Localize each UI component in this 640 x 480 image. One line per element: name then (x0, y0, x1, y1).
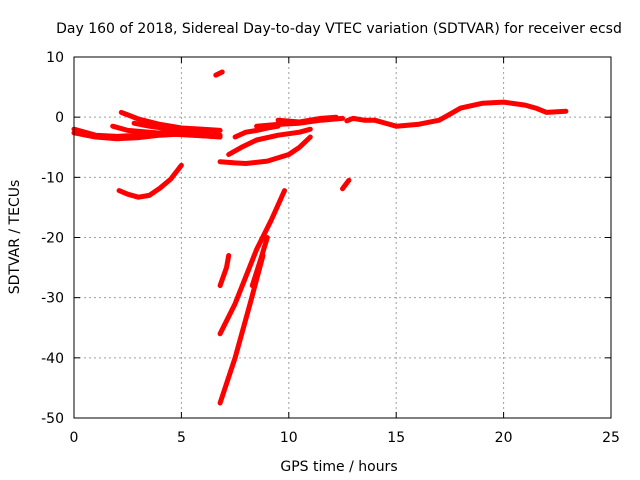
y-tick-label: -40 (41, 351, 64, 367)
series-arc-isolated (213, 69, 225, 78)
y-tick-label: 10 (46, 50, 64, 66)
y-tick-label: -30 (41, 291, 64, 307)
series-arc-short (340, 177, 352, 192)
grid (74, 57, 611, 418)
series-arc-dip (116, 162, 184, 200)
series-arc-upper-left-c (131, 120, 195, 135)
x-tick-label: 15 (387, 430, 405, 446)
x-tick-label: 0 (70, 430, 79, 446)
series-arc-steep-2 (217, 188, 287, 337)
x-tick-label: 25 (602, 430, 620, 446)
x-tick-label: 5 (177, 430, 186, 446)
y-tick-label: 0 (55, 110, 64, 126)
y-tick-label: -50 (41, 411, 64, 427)
x-tick-label: 20 (495, 430, 513, 446)
y-tick-label: -10 (41, 170, 64, 186)
y-axis-label: SDTVAR / TECUs (7, 180, 23, 295)
series-arc-mid-e (275, 114, 339, 125)
axis-ticks: 0 5 10 15 20 25 10 0 -10 -20 -30 -40 -50 (41, 50, 620, 446)
y-tick-label: -20 (41, 231, 64, 247)
series-arc-mid-b (226, 126, 313, 157)
series-arc-long-late (344, 99, 569, 129)
series-arc-upper-left-b (110, 123, 217, 139)
series-arc-steep-3 (217, 253, 232, 289)
series-arc-upper-left-a (118, 109, 223, 133)
series-arc-steep-4 (249, 235, 270, 289)
chart-title: Day 160 of 2018, Sidereal Day-to-day VTE… (56, 21, 622, 37)
x-tick-label: 10 (280, 430, 298, 446)
data-series (71, 69, 569, 406)
series-arc-mid-a (217, 134, 313, 166)
x-axis-label: GPS time / hours (280, 459, 397, 475)
